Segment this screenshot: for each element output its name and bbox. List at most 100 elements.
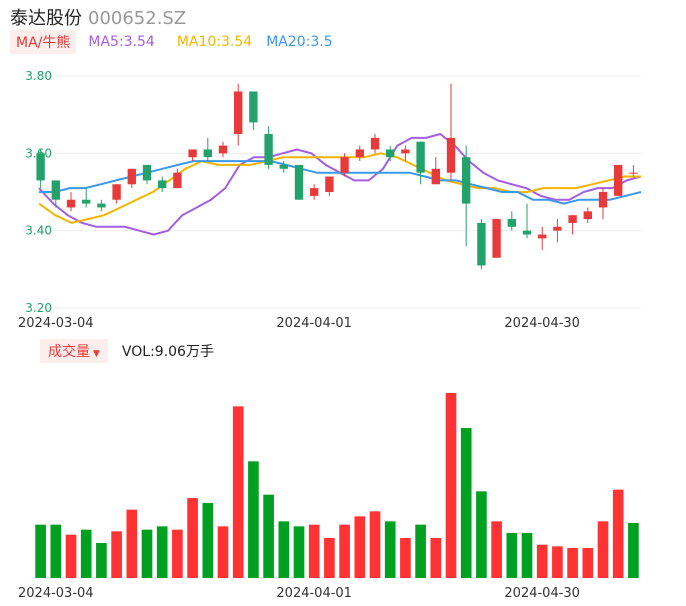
candle-body xyxy=(462,157,471,204)
candle-body xyxy=(538,234,547,239)
candle-body xyxy=(279,164,288,169)
x-tick-label: 2024-04-30 xyxy=(504,316,580,331)
ma20-legend: MA20:3.5 xyxy=(266,34,333,50)
candle-body xyxy=(401,149,410,154)
y-tick-label: 3.20 xyxy=(25,301,52,315)
candle-body xyxy=(553,226,562,231)
candle-body xyxy=(386,149,395,158)
stock-code: 000652.SZ xyxy=(88,8,187,29)
candle-body xyxy=(127,168,136,185)
volume-value: VOL:9.06万手 xyxy=(121,344,214,360)
volume-bar xyxy=(445,393,457,578)
volume-bar xyxy=(491,521,502,578)
volume-bar xyxy=(202,503,214,578)
candle-body xyxy=(446,137,456,173)
volume-bar xyxy=(476,491,487,578)
volume-bar xyxy=(339,524,350,578)
volume-bar xyxy=(308,524,320,578)
volume-bar xyxy=(217,526,229,578)
candle-body xyxy=(112,184,121,200)
candle-body xyxy=(477,222,486,266)
volume-bar xyxy=(278,521,290,578)
candle-body xyxy=(614,164,623,196)
volume-bar xyxy=(35,524,46,578)
candle-body xyxy=(158,180,167,189)
volume-bar xyxy=(597,521,609,578)
volume-bar xyxy=(552,546,563,578)
volume-bar xyxy=(80,529,92,578)
candle-body xyxy=(218,145,228,154)
volume-bar xyxy=(582,548,594,578)
volume-bar xyxy=(369,511,381,578)
candle-body xyxy=(431,168,440,185)
candle-body xyxy=(522,230,532,235)
volume-x-tick-label: 2024-03-04 xyxy=(18,586,94,601)
candle-body xyxy=(97,203,106,208)
volume-bar xyxy=(506,533,518,578)
volume-bar xyxy=(293,526,305,578)
y-tick-label: 3.40 xyxy=(25,224,52,238)
volume-tag-label: 成交量 xyxy=(48,344,90,360)
volume-bar xyxy=(324,538,335,578)
volume-bar xyxy=(126,509,138,578)
volume-bar xyxy=(156,526,168,578)
x-tick-label: 2024-03-04 xyxy=(18,316,94,331)
volume-bar xyxy=(172,529,183,578)
candle-body xyxy=(583,211,592,220)
candle-body xyxy=(340,157,349,173)
volume-x-tick-label: 2024-04-30 xyxy=(504,586,580,601)
volume-bar xyxy=(141,529,153,578)
volume-bar xyxy=(567,548,578,578)
volume-bar xyxy=(415,524,426,578)
ma-legend: MA/牛熊 MA5:3.54 MA10:3.54 MA20:3.5 xyxy=(10,30,333,54)
candle-body xyxy=(36,153,45,181)
candle-body xyxy=(598,192,608,208)
candle-body xyxy=(507,219,516,227)
volume-legend: 成交量 ▼ VOL:9.06万手 xyxy=(40,339,214,363)
stock-name: 泰达股份 xyxy=(10,8,82,29)
candle-body xyxy=(416,141,425,173)
candle-body xyxy=(629,172,638,174)
x-tick-label: 2024-04-01 xyxy=(276,316,352,331)
candle-body xyxy=(173,172,182,189)
volume-bar xyxy=(628,523,639,578)
volume-bar xyxy=(50,524,62,578)
volume-x-tick-label: 2024-04-01 xyxy=(276,586,352,601)
candle-body xyxy=(249,91,258,123)
candle-body xyxy=(264,134,273,165)
candle-body xyxy=(234,91,243,134)
volume-indicator-selector[interactable]: 成交量 ▼ xyxy=(40,339,108,363)
volume-bar xyxy=(612,489,624,578)
volume-bar xyxy=(187,498,198,578)
volume-bar xyxy=(400,538,411,578)
candle-body xyxy=(492,219,501,258)
volume-bar xyxy=(111,531,122,578)
y-tick-label: 3.80 xyxy=(25,69,52,83)
volume-bar xyxy=(430,538,442,578)
candle-body xyxy=(355,149,364,158)
volume-bar xyxy=(354,516,366,578)
volume-bar xyxy=(65,534,77,578)
candle-body xyxy=(82,199,91,204)
volume-bar xyxy=(232,406,244,578)
candle-body xyxy=(51,180,60,200)
candle-body xyxy=(66,199,76,208)
ma-line-ma10 xyxy=(38,152,641,224)
volume-bar xyxy=(460,428,472,578)
caret-down-icon: ▼ xyxy=(93,349,100,359)
candle-body xyxy=(310,188,319,196)
volume-bar xyxy=(263,494,274,578)
candle-body xyxy=(142,164,152,181)
volume-bar xyxy=(521,533,533,578)
stock-header: 泰达股份 000652.SZ xyxy=(10,4,187,29)
ma-indicator-selector[interactable]: MA/牛熊 xyxy=(10,30,77,54)
ma10-legend: MA10:3.54 xyxy=(176,34,253,50)
candle-body xyxy=(188,149,197,158)
candle-body xyxy=(370,137,380,150)
candle-body xyxy=(294,164,304,200)
candle-body xyxy=(203,149,212,158)
volume-bar xyxy=(248,461,259,578)
ma-line-ma20 xyxy=(39,160,642,205)
volume-bar xyxy=(384,521,396,578)
